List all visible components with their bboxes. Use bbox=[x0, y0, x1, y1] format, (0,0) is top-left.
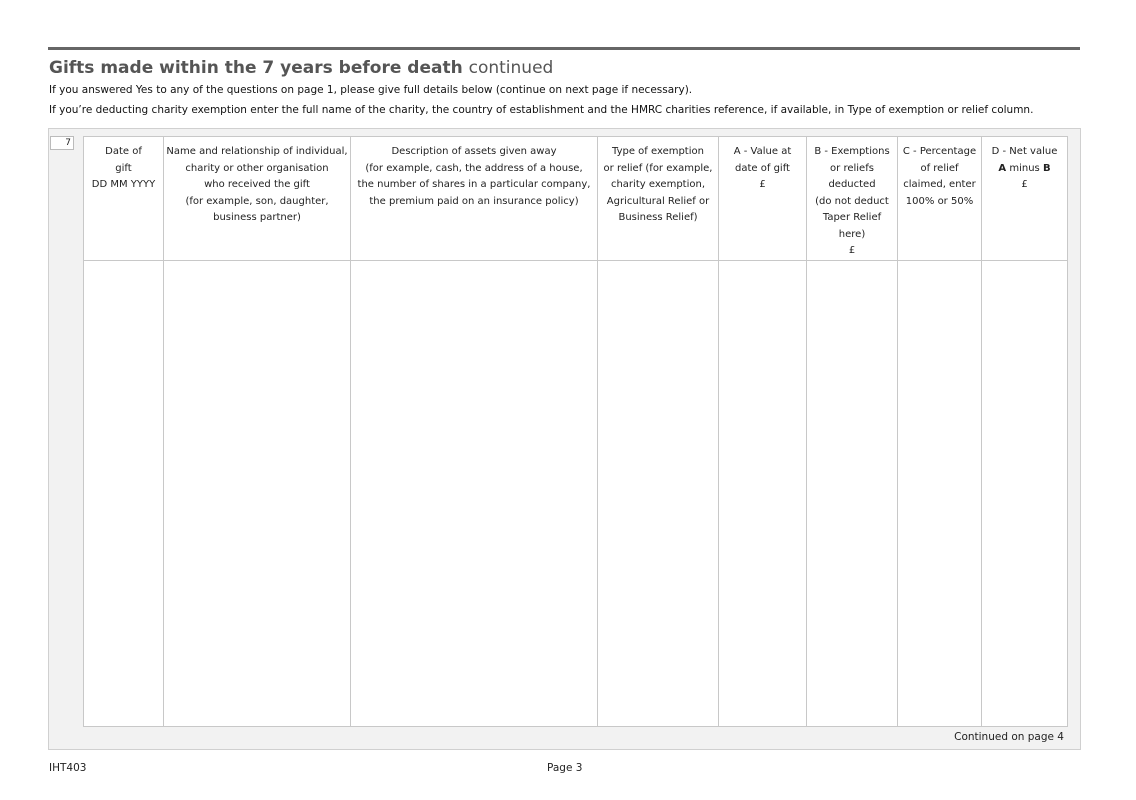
date-input-cell[interactable] bbox=[83, 259, 164, 727]
col-b-exemptions-header: B - Exemptions or reliefs deducted (do n… bbox=[806, 136, 898, 261]
table-header-row: Date of gift DD MM YYYY Name and relatio… bbox=[83, 136, 1068, 261]
intro-text-2: If you’re deducting charity exemption en… bbox=[49, 104, 1034, 116]
exemption-type-input-cell[interactable] bbox=[597, 259, 719, 727]
continued-note: Continued on page 4 bbox=[954, 731, 1064, 743]
b-exemptions-input-cell[interactable] bbox=[806, 259, 898, 727]
c-percentage-input-cell[interactable] bbox=[897, 259, 982, 727]
footer-form-code: IHT403 bbox=[49, 762, 87, 774]
intro-text-1: If you answered Yes to any of the questi… bbox=[49, 84, 693, 96]
col-d-net-value-header: D - Net value A minus B £ bbox=[981, 136, 1068, 261]
col-date-header: Date of gift DD MM YYYY bbox=[83, 136, 164, 261]
col-a-value-header: A - Value at date of gift £ bbox=[718, 136, 807, 261]
recipient-input-cell[interactable] bbox=[163, 259, 351, 727]
description-input-cell[interactable] bbox=[350, 259, 598, 727]
col-exemption-type-header: Type of exemption or relief (for example… bbox=[597, 136, 719, 261]
col-recipient-header: Name and relationship of individual, cha… bbox=[163, 136, 351, 261]
d-net-value-input-cell[interactable] bbox=[981, 259, 1068, 727]
question-number: 7 bbox=[50, 136, 74, 150]
col-description-header: Description of assets given away (for ex… bbox=[350, 136, 598, 261]
top-rule bbox=[48, 47, 1080, 50]
table-entry-row bbox=[83, 259, 1068, 727]
page-title: Gifts made within the 7 years before dea… bbox=[49, 58, 554, 78]
footer-page-number: Page 3 bbox=[547, 762, 583, 774]
a-value-input-cell[interactable] bbox=[718, 259, 807, 727]
col-c-percentage-header: C - Percentage of relief claimed, enter … bbox=[897, 136, 982, 261]
gifts-table: Date of gift DD MM YYYY Name and relatio… bbox=[83, 136, 1068, 727]
